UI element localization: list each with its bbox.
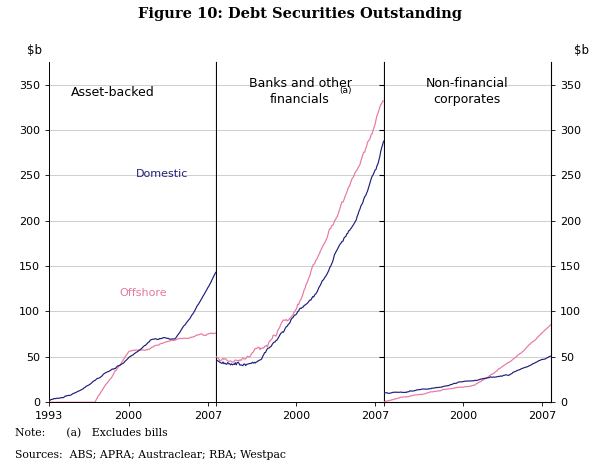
Text: Offshore: Offshore	[119, 288, 167, 298]
Text: Asset-backed: Asset-backed	[71, 86, 155, 99]
Text: $b: $b	[28, 44, 43, 57]
Text: Figure 10: Debt Securities Outstanding: Figure 10: Debt Securities Outstanding	[138, 8, 462, 21]
Text: Domestic: Domestic	[136, 169, 188, 179]
Text: (a): (a)	[339, 86, 352, 95]
Text: $b: $b	[574, 44, 589, 57]
Text: Sources:  ABS; APRA; Austraclear; RBA; Westpac: Sources: ABS; APRA; Austraclear; RBA; We…	[15, 450, 286, 460]
Text: Note:      (a)   Excludes bills: Note: (a) Excludes bills	[15, 428, 167, 439]
Text: Non-financial
corporates: Non-financial corporates	[426, 77, 509, 106]
Text: Banks and other
financials: Banks and other financials	[248, 77, 352, 106]
